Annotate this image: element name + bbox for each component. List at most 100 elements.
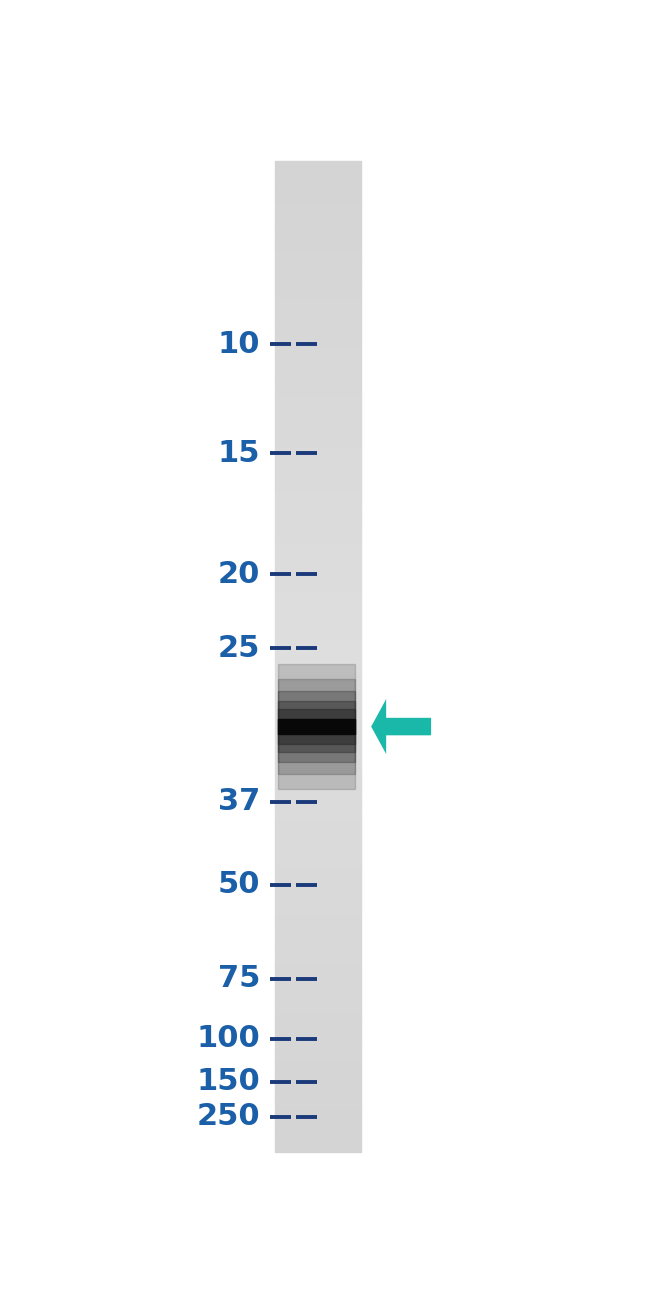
Bar <box>275 352 361 356</box>
Bar <box>275 838 361 841</box>
Bar <box>275 927 361 931</box>
Bar <box>275 234 361 237</box>
Bar <box>275 875 361 878</box>
Bar <box>275 277 361 280</box>
Bar <box>275 419 361 422</box>
Bar <box>275 237 361 240</box>
Bar <box>275 207 361 211</box>
Bar <box>275 386 361 389</box>
Bar <box>275 970 361 974</box>
Bar <box>275 950 361 954</box>
Bar <box>275 1106 361 1109</box>
Bar <box>275 941 361 944</box>
Bar <box>275 841 361 845</box>
Bar <box>275 1046 361 1049</box>
Bar <box>275 607 361 610</box>
Bar <box>275 852 361 854</box>
Bar <box>275 1135 361 1139</box>
Bar <box>275 1006 361 1010</box>
Bar <box>275 502 361 504</box>
Bar <box>275 309 361 313</box>
Bar <box>275 588 361 590</box>
Bar <box>275 653 361 656</box>
Bar <box>275 303 361 307</box>
Bar <box>275 719 361 723</box>
Bar <box>275 376 361 380</box>
Bar <box>275 254 361 257</box>
Bar <box>275 329 361 333</box>
Bar <box>275 706 361 710</box>
Bar <box>275 164 361 168</box>
Bar <box>275 465 361 468</box>
Text: 50: 50 <box>218 870 260 900</box>
Bar <box>275 214 361 217</box>
Bar <box>275 802 361 805</box>
Bar <box>275 976 361 980</box>
Bar <box>275 905 361 907</box>
Bar <box>275 498 361 502</box>
Bar <box>275 594 361 597</box>
Bar <box>275 1109 361 1113</box>
Bar <box>275 178 361 181</box>
Text: 37: 37 <box>218 786 260 816</box>
Bar <box>275 779 361 783</box>
Bar <box>275 211 361 214</box>
Bar <box>275 775 361 779</box>
Bar <box>275 530 361 534</box>
Bar <box>275 1083 361 1085</box>
Bar <box>275 686 361 689</box>
Bar <box>275 768 361 772</box>
Bar <box>275 716 361 719</box>
Bar <box>275 732 361 736</box>
Bar <box>275 736 361 740</box>
Bar <box>275 901 361 905</box>
Text: 15: 15 <box>218 439 260 468</box>
Bar <box>275 1119 361 1122</box>
Bar <box>275 494 361 498</box>
Text: 250: 250 <box>196 1102 260 1131</box>
Bar <box>275 656 361 660</box>
Bar <box>275 181 361 185</box>
Bar <box>275 283 361 286</box>
Bar <box>275 637 361 640</box>
Bar <box>275 742 361 746</box>
Bar <box>275 243 361 247</box>
Bar <box>275 984 361 987</box>
Bar <box>275 1060 361 1063</box>
Bar <box>275 459 361 462</box>
Bar <box>275 472 361 474</box>
Bar <box>275 280 361 283</box>
Bar <box>275 871 361 875</box>
Bar <box>275 292 361 296</box>
Bar <box>275 1149 361 1152</box>
Bar <box>275 766 361 768</box>
Bar <box>275 1034 361 1036</box>
Bar <box>275 554 361 558</box>
Bar <box>275 1013 361 1017</box>
Bar <box>275 442 361 445</box>
Bar <box>275 1036 361 1040</box>
Bar <box>275 762 361 766</box>
Bar <box>275 1053 361 1056</box>
Bar <box>275 551 361 554</box>
Bar <box>275 618 361 620</box>
Bar <box>275 646 361 650</box>
Bar <box>275 316 361 320</box>
Bar <box>275 438 361 442</box>
Bar <box>275 1004 361 1006</box>
Bar <box>275 198 361 200</box>
Bar <box>275 296 361 300</box>
Bar <box>275 488 361 491</box>
Bar <box>275 1128 361 1132</box>
Bar <box>275 260 361 264</box>
Bar <box>275 845 361 848</box>
Bar <box>275 359 361 363</box>
Bar <box>278 701 355 753</box>
Bar <box>275 974 361 976</box>
Bar <box>275 785 361 789</box>
Bar <box>275 854 361 858</box>
Bar <box>275 725 361 729</box>
Bar <box>275 322 361 326</box>
Bar <box>275 699 361 703</box>
Bar <box>275 161 361 164</box>
